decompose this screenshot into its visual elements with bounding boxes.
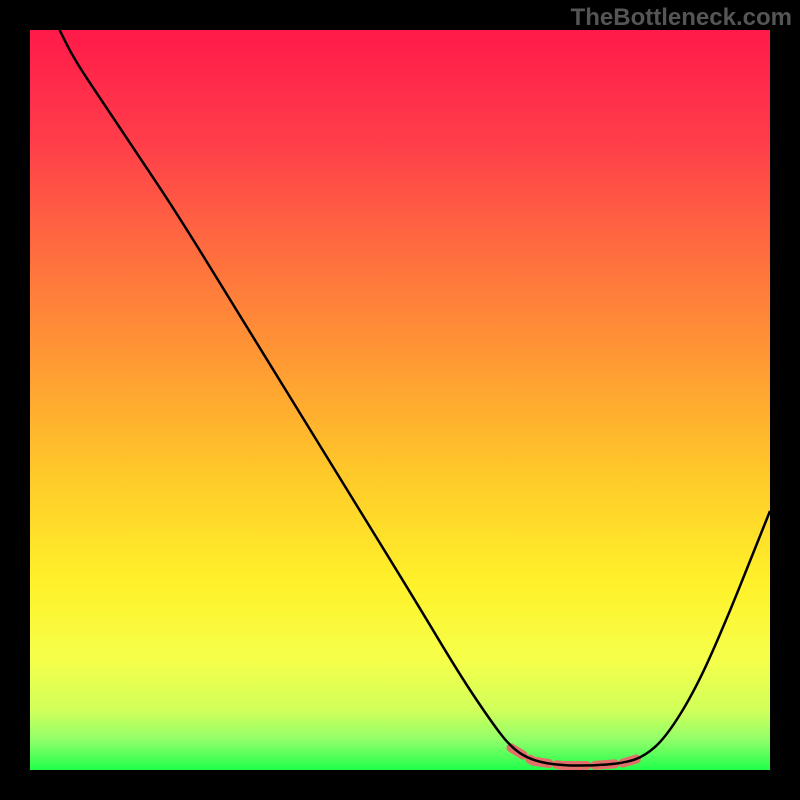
chart-container: TheBottleneck.com [0, 0, 800, 800]
bottleneck-chart [0, 0, 800, 800]
plot-background [30, 30, 770, 770]
watermark-text: TheBottleneck.com [571, 4, 792, 32]
